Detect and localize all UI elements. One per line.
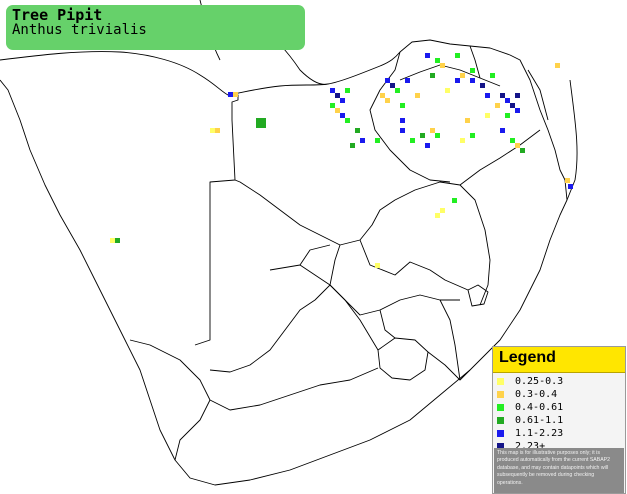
legend-label: 0.3-0.4 — [515, 389, 558, 400]
legend-label: 2.23+ — [515, 441, 546, 452]
country-borders — [0, 0, 578, 486]
legend-item: 2.23+ — [493, 440, 625, 453]
legend-label: 0.4-0.61 — [515, 402, 564, 413]
species-title-box: Tree Pipit Anthus trivialis — [6, 5, 305, 50]
legend: Legend 0.25-0.3 0.3-0.4 0.4-0.61 0.61-1.… — [492, 346, 626, 494]
legend-label: 0.25-0.3 — [515, 376, 564, 387]
legend-swatch — [497, 417, 504, 424]
legend-swatch — [497, 404, 504, 411]
species-scientific-name: Anthus trivialis — [12, 22, 147, 38]
legend-item: 1.1-2.23 — [493, 427, 625, 440]
legend-item: 0.3-0.4 — [493, 388, 625, 401]
legend-label: 0.61-1.1 — [515, 415, 564, 426]
legend-swatch — [497, 443, 504, 450]
legend-swatch — [497, 378, 504, 385]
species-common-name: Tree Pipit — [12, 6, 103, 24]
legend-title: Legend — [499, 349, 556, 366]
legend-label: 1.1-2.23 — [515, 428, 564, 439]
legend-item: 0.25-0.3 — [493, 375, 625, 388]
legend-header: Legend — [493, 347, 625, 373]
legend-swatch — [497, 430, 504, 437]
legend-swatch — [497, 391, 504, 398]
record-cells — [110, 53, 573, 268]
legend-item: 0.61-1.1 — [493, 414, 625, 427]
legend-item: 0.4-0.61 — [493, 401, 625, 414]
legend-disclaimer: This map is for illustrative purposes on… — [494, 448, 624, 493]
